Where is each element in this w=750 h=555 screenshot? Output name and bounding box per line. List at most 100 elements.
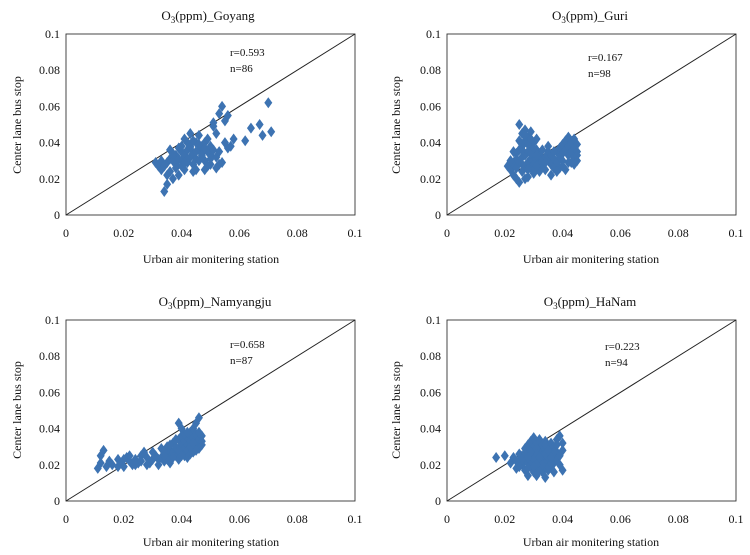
data-point — [209, 144, 218, 156]
y-tick-label: 0.1 — [45, 27, 60, 41]
data-point — [541, 157, 550, 169]
x-tick-label: 0.02 — [113, 226, 134, 240]
y-tick-label: 0.04 — [420, 422, 441, 436]
data-point — [558, 437, 567, 449]
x-tick-label: 0.06 — [229, 512, 250, 526]
data-point — [549, 466, 558, 478]
title-main: O — [159, 294, 168, 309]
y-tick-label: 0.04 — [39, 136, 60, 150]
data-point — [538, 144, 547, 156]
data-point — [558, 160, 567, 172]
data-point — [549, 146, 558, 158]
data-point — [194, 426, 203, 438]
data-point — [541, 164, 550, 176]
data-point — [194, 138, 203, 150]
y-tick-label: 0 — [435, 494, 441, 508]
x-tick-label: 0 — [63, 226, 69, 240]
data-point — [215, 108, 224, 120]
data-point — [564, 157, 573, 169]
x-tick-label: 0.02 — [113, 512, 134, 526]
data-point — [532, 133, 541, 145]
data-point — [154, 453, 163, 465]
y-tick-label: 0 — [54, 208, 60, 222]
data-point — [544, 140, 553, 152]
plot-frame — [65, 33, 356, 216]
x-tick-label: 0.06 — [610, 512, 631, 526]
data-point — [518, 453, 527, 465]
data-point — [163, 169, 172, 181]
data-point — [512, 455, 521, 467]
x-axis-label: Urban air monitering station — [143, 252, 279, 266]
y-tick-label: 0.02 — [39, 172, 60, 186]
data-point — [223, 142, 232, 154]
data-point — [203, 160, 212, 172]
x-tick-label: 0.06 — [229, 226, 250, 240]
y-tick-label: 0.08 — [420, 349, 441, 363]
x-tick-label: 0.08 — [287, 226, 308, 240]
data-point — [532, 160, 541, 172]
y-axis-label: Center lane bus stop — [10, 361, 24, 459]
x-tick-label: 0.1 — [348, 226, 363, 240]
title-subscript: 3 — [561, 15, 566, 25]
data-point — [189, 437, 198, 449]
data-point — [160, 160, 169, 172]
reference-line — [446, 319, 737, 502]
x-axis-label: Urban air monitering station — [523, 252, 659, 266]
data-point — [229, 133, 238, 145]
data-point — [218, 100, 227, 112]
x-axis-label: Urban air monitering station — [143, 535, 279, 549]
count-label: n=86 — [230, 63, 253, 75]
data-point — [246, 122, 255, 134]
scatter-panel: O3(ppm)_Namyangju 0 0.02 0.04 0.06 0.08 0.1 0 0.… — [10, 294, 363, 549]
y-tick-label: 0.06 — [420, 99, 441, 113]
data-point — [160, 450, 169, 462]
data-point — [194, 129, 203, 141]
data-point — [163, 178, 172, 190]
title-rest: (ppm)_Guri — [566, 8, 628, 23]
scatter-panel: O3(ppm)_Guri 0 0.02 0.04 0.06 0.08 0.1 0 0.02 0.0… — [389, 8, 744, 266]
reference-line — [65, 319, 356, 502]
y-axis-label: Center lane bus stop — [10, 76, 24, 174]
count-label: n=98 — [588, 68, 611, 80]
data-point — [241, 135, 250, 147]
data-point — [99, 444, 108, 456]
data-point — [166, 439, 175, 451]
data-point — [119, 461, 128, 473]
x-tick-label: 0.04 — [171, 512, 192, 526]
data-point — [186, 128, 195, 140]
y-tick-label: 0.1 — [426, 313, 441, 327]
data-point — [203, 133, 212, 145]
data-point — [189, 135, 198, 147]
data-point — [258, 129, 267, 141]
data-point — [518, 144, 527, 156]
data-point — [194, 412, 203, 424]
correlation-label: r=0.593 — [230, 47, 265, 59]
data-point — [215, 158, 224, 170]
data-point — [174, 169, 183, 181]
plot-frame — [446, 33, 737, 216]
data-point — [492, 452, 501, 464]
count-label: n=94 — [605, 357, 628, 369]
data-point — [171, 433, 180, 445]
title-subscript: 3 — [553, 301, 558, 311]
data-point — [209, 120, 218, 132]
data-point — [552, 439, 561, 451]
x-tick-label: 0.06 — [610, 226, 631, 240]
data-point — [192, 444, 201, 456]
x-axis-label: Urban air monitering station — [523, 535, 659, 549]
data-point — [177, 450, 186, 462]
x-tick-label: 0.04 — [171, 226, 192, 240]
data-point — [538, 459, 547, 471]
data-point — [197, 149, 206, 161]
chart-title: O3(ppm)_HaNam — [544, 294, 637, 311]
y-tick-label: 0.06 — [39, 99, 60, 113]
title-rest: (ppm)_Goyang — [175, 8, 255, 23]
reference-line — [65, 33, 356, 216]
x-tick-label: 0 — [63, 512, 69, 526]
x-tick-label: 0.1 — [729, 226, 744, 240]
title-main: O — [161, 8, 170, 23]
data-point — [541, 471, 550, 483]
data-point — [547, 169, 556, 181]
data-point — [180, 133, 189, 145]
